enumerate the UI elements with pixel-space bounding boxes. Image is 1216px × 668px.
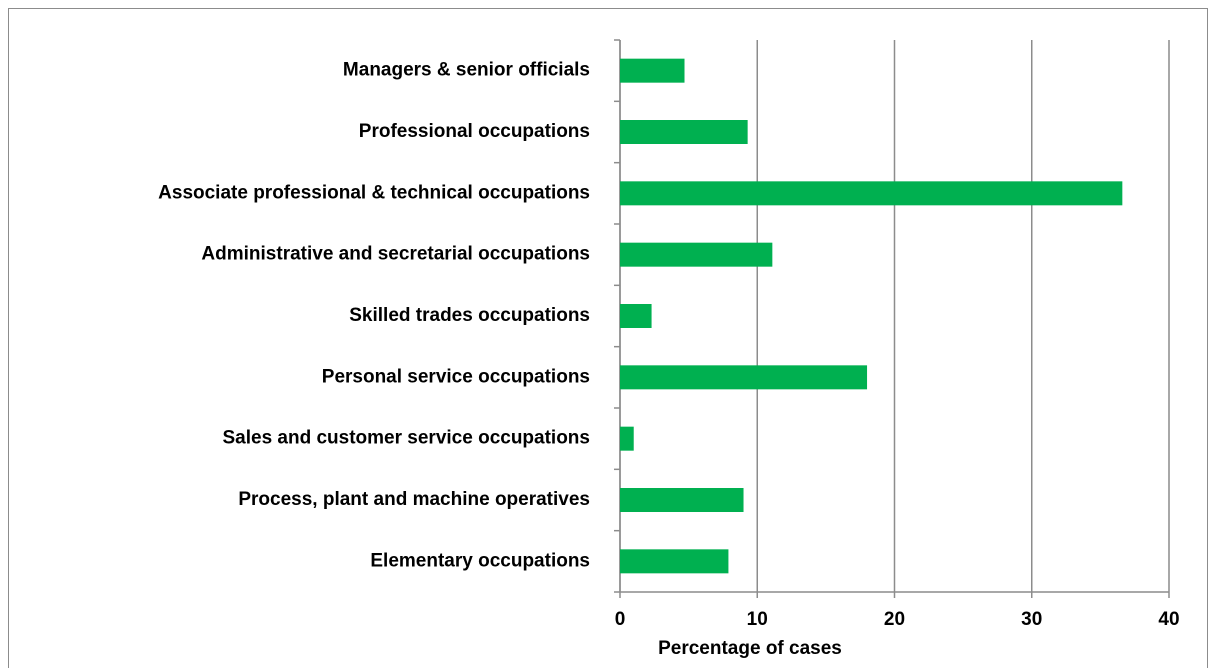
y-tick-label: Elementary occupations — [370, 550, 590, 571]
y-tick-label: Managers & senior officials — [343, 60, 590, 81]
y-tick-label: Professional occupations — [359, 121, 590, 142]
bar — [620, 365, 868, 390]
y-tick-label: Associate professional & technical occup… — [158, 182, 590, 203]
chart-border — [8, 8, 1208, 668]
y-tick-label: Administrative and secretarial occupatio… — [201, 244, 590, 265]
x-tick-label: 0 — [615, 609, 626, 630]
y-tick-label: Process, plant and machine operatives — [238, 489, 590, 510]
bar — [620, 488, 744, 512]
bar — [620, 549, 729, 574]
x-tick-label: 20 — [884, 609, 905, 630]
bar — [620, 426, 634, 451]
bar — [620, 242, 773, 267]
bar — [620, 120, 748, 144]
y-tick-label: Skilled trades occupations — [349, 305, 590, 326]
y-tick-label: Sales and customer service occupations — [223, 428, 591, 449]
bar — [620, 304, 652, 328]
x-axis-title: Percentage of cases — [658, 638, 842, 659]
bar — [620, 181, 1123, 206]
x-tick-label: 40 — [1158, 609, 1179, 630]
bar — [620, 58, 685, 83]
y-tick-label: Personal service occupations — [322, 366, 590, 387]
x-tick-label: 10 — [747, 609, 768, 630]
x-tick-label: 30 — [1021, 609, 1042, 630]
